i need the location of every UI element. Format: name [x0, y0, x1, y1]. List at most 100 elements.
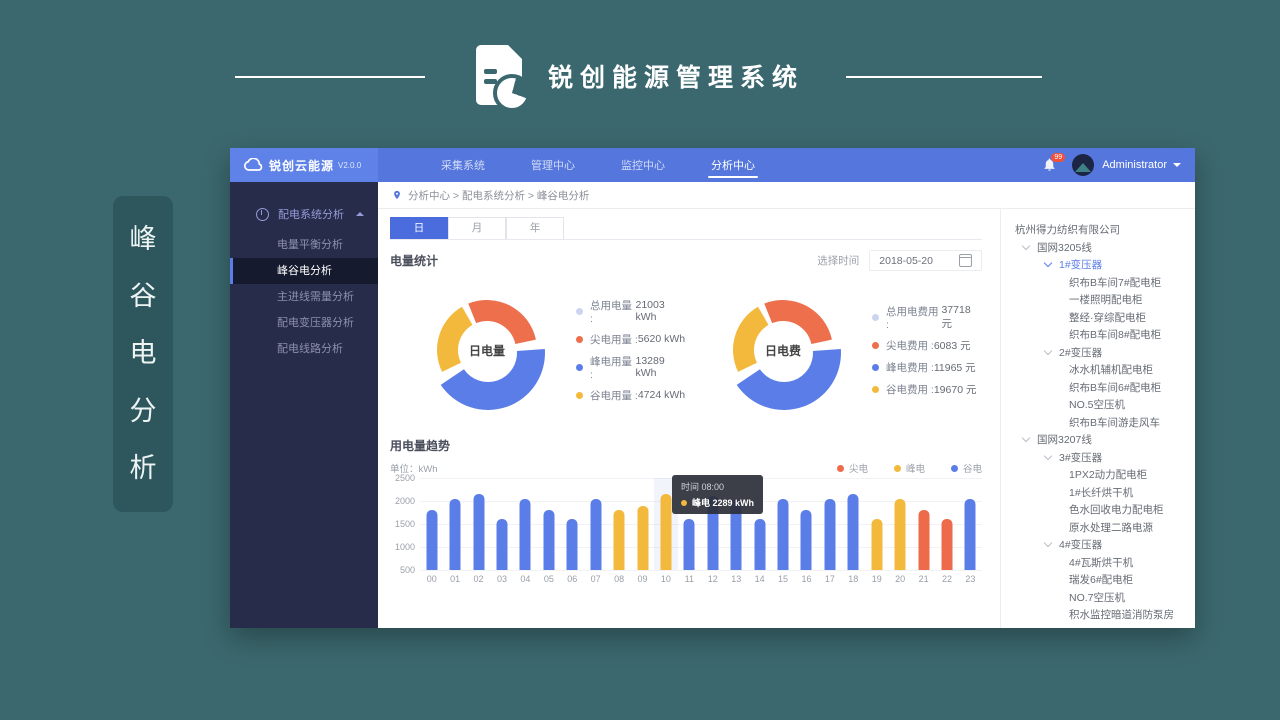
chevron-down-icon[interactable]	[1021, 241, 1031, 250]
donut-segment-尖电用量[interactable]	[468, 299, 536, 344]
tree-node[interactable]: 一楼照明配电柜	[1001, 291, 1195, 309]
chevron-down-icon[interactable]	[1021, 434, 1031, 443]
bar-12[interactable]	[707, 496, 719, 570]
bar-slot	[654, 478, 678, 570]
notification-bell-icon[interactable]: 99	[1042, 153, 1066, 173]
sidebar-item[interactable]: 电量平衡分析	[277, 239, 343, 251]
tree-node[interactable]: 织布B车间6#配电柜	[1001, 379, 1195, 397]
bar-04[interactable]	[519, 498, 531, 570]
tree-node[interactable]: 国网3205线	[1001, 239, 1195, 257]
tree-node-label: 4#瓦斯烘干机	[1069, 556, 1134, 569]
chevron-down-icon[interactable]	[1043, 259, 1053, 268]
donut-segment-尖电费用[interactable]	[764, 299, 832, 344]
period-tabs: 日月年	[390, 217, 982, 240]
tree-node[interactable]: 整经·穿综配电柜	[1001, 309, 1195, 327]
bar-18[interactable]	[847, 494, 859, 570]
bar-legend-item[interactable]: 尖电	[836, 461, 868, 475]
bar-11[interactable]	[683, 519, 695, 570]
donut-segment-谷电费用[interactable]	[732, 306, 769, 372]
top-nav-item[interactable]: 采集系统	[441, 160, 485, 172]
bar-17[interactable]	[824, 498, 836, 570]
bar-00[interactable]	[426, 510, 438, 570]
bar-legend-item[interactable]: 峰电	[893, 461, 925, 475]
bar-07[interactable]	[590, 498, 602, 570]
trend-meta-row: 单位：kWh 尖电 峰电 谷电	[390, 461, 982, 475]
sidebar: 配电系统分析 电量平衡分析峰谷电分析主进线需量分析 配电变压器分析 配电线路分析	[230, 182, 378, 628]
legend-dot	[576, 307, 583, 315]
tree-node[interactable]: 国网3207线	[1001, 431, 1195, 449]
bar-03[interactable]	[496, 519, 508, 570]
bar-20[interactable]	[894, 498, 906, 570]
sidebar-group-distribution-analysis[interactable]: 配电系统分析	[230, 200, 378, 232]
user-avatar[interactable]	[1072, 154, 1095, 176]
x-tick-label: 20	[895, 574, 906, 584]
bar-06[interactable]	[566, 519, 578, 570]
tree-node[interactable]: 积水监控暗道消防泵房	[1001, 606, 1195, 624]
top-nav-item[interactable]: 监控中心	[621, 160, 665, 172]
tree-node[interactable]: 杭州得力纺织有限公司	[1001, 221, 1195, 239]
tree-node-label: 国网3207线	[1037, 434, 1092, 447]
date-input[interactable]: 2018-05-20	[869, 250, 982, 271]
bar-slot	[865, 478, 888, 570]
chevron-down-icon[interactable]	[1043, 451, 1053, 460]
tree-node[interactable]: 1#变压器	[1001, 256, 1195, 274]
chevron-down-icon[interactable]	[1043, 346, 1053, 355]
tree-node[interactable]: 4#瓦斯烘干机	[1001, 554, 1195, 572]
bar-22[interactable]	[941, 519, 953, 570]
document-fold	[508, 45, 522, 59]
bar-01[interactable]	[449, 498, 461, 570]
bar-14[interactable]	[754, 519, 766, 570]
period-tab[interactable]: 年	[506, 217, 564, 239]
app-logo: 锐创云能源 V2.0.0	[230, 148, 378, 182]
legend-dot	[872, 341, 879, 349]
bar-09[interactable]	[637, 505, 648, 570]
bar-slot	[795, 478, 818, 570]
tree-node[interactable]: NO.5空压机	[1001, 396, 1195, 414]
y-tick-label: 1500	[394, 519, 415, 529]
bar-slot	[631, 478, 654, 570]
donut-segment-峰电用量[interactable]	[440, 349, 545, 411]
top-nav-item[interactable]: 分析中心	[688, 148, 778, 182]
tree-node[interactable]: NO.7空压机	[1001, 589, 1195, 607]
bar-05[interactable]	[543, 510, 555, 570]
tree-node[interactable]: 3#变压器	[1001, 449, 1195, 467]
tree-node[interactable]: 色水回收电力配电柜	[1001, 501, 1195, 519]
chevron-down-icon[interactable]	[1043, 539, 1053, 548]
tree-node[interactable]: 织布B车间7#配电柜	[1001, 274, 1195, 292]
tree-node[interactable]: 织布B车间游走风车	[1001, 414, 1195, 432]
tree-node[interactable]: 冰水机辅机配电柜	[1001, 361, 1195, 379]
bar-19[interactable]	[871, 519, 883, 570]
top-nav-item[interactable]: 管理中心	[531, 160, 575, 172]
bar-23[interactable]	[964, 498, 976, 570]
tree-node[interactable]: 2#变压器	[1001, 344, 1195, 362]
donut-segment-峰电费用[interactable]	[736, 349, 841, 411]
tree-node[interactable]: 1PX2动力配电柜	[1001, 466, 1195, 484]
tree-node[interactable]: 1#长纤烘干机	[1001, 484, 1195, 502]
user-menu-caret-icon[interactable]	[1173, 163, 1181, 167]
header-divider-left	[235, 76, 425, 78]
bar-legend-item[interactable]: 谷电	[950, 461, 982, 475]
tree-node[interactable]: 瑞发6#配电柜	[1001, 571, 1195, 589]
sidebar-item[interactable]: 配电线路分析	[277, 343, 343, 355]
x-tick-label: 11	[684, 574, 695, 584]
bar-08[interactable]	[613, 510, 625, 570]
bar-21[interactable]	[918, 510, 930, 570]
bar-02[interactable]	[473, 494, 485, 570]
bar-10[interactable]	[660, 494, 672, 570]
tree-node[interactable]: 原水处理二路电源	[1001, 519, 1195, 537]
tree-node[interactable]: 织布B车间8#配电柜	[1001, 326, 1195, 344]
tree-node[interactable]: 4#变压器	[1001, 536, 1195, 554]
period-tab[interactable]: 月	[448, 217, 506, 239]
unit-label: 单位：kWh	[390, 464, 438, 475]
period-tab[interactable]: 日	[390, 217, 448, 239]
bar-16[interactable]	[800, 510, 812, 570]
legend-item: 尖电费用 : 6083 元	[872, 338, 982, 353]
sidebar-item[interactable]: 峰谷电分析	[230, 258, 378, 284]
bar-slot	[842, 478, 865, 570]
sidebar-item[interactable]: 主进线需量分析	[277, 291, 354, 303]
bar-15[interactable]	[777, 498, 789, 570]
bar-13[interactable]	[730, 498, 742, 570]
x-tick-label: 14	[754, 574, 765, 584]
donut-segment-谷电用量[interactable]	[436, 306, 473, 372]
sidebar-item[interactable]: 配电变压器分析	[277, 317, 354, 329]
